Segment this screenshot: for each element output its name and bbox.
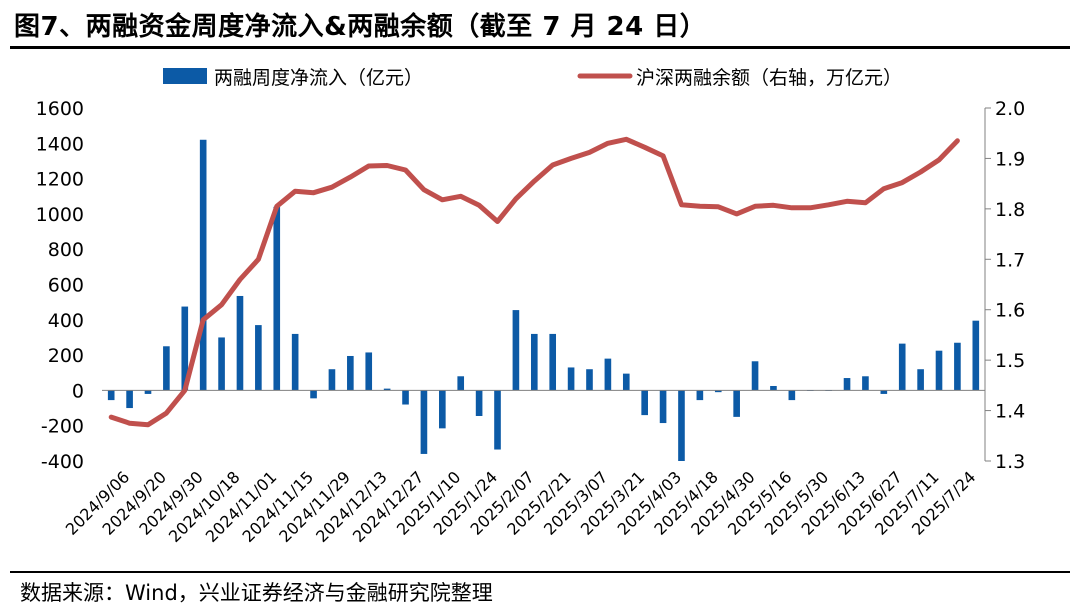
- bar-week-35: [733, 390, 740, 417]
- bar-week-42: [862, 376, 869, 391]
- left-tick-label: 200: [48, 345, 84, 367]
- bar-week-13: [328, 369, 336, 391]
- left-tick-label: -200: [41, 416, 84, 438]
- bar-week-31: [659, 390, 667, 424]
- right-tick-label: 1.6: [995, 300, 1025, 322]
- bar-week-5: [181, 306, 189, 391]
- right-tick-label: 1.7: [995, 249, 1025, 271]
- legend: 两融周度净流入（亿元） 沪深两融余额（右轴，万亿元）: [163, 67, 902, 89]
- bar-week-1: [107, 390, 115, 401]
- left-tick-label: 800: [48, 239, 84, 261]
- left-axis-ticks: -400 -200 0 200 400 600 800 1000 1200 1400 1600: [36, 98, 84, 473]
- bar-week-7: [218, 337, 225, 391]
- left-tick-label: 0: [72, 380, 84, 402]
- bar-week-21: [475, 390, 483, 416]
- bar-week-23: [512, 310, 520, 391]
- left-tick-label: 1000: [36, 204, 84, 226]
- legend-bar-swatch: [163, 68, 207, 84]
- right-tick-label: 1.8: [995, 199, 1025, 221]
- source-note: 数据来源：Wind，兴业证券经济与金融研究院整理: [20, 581, 493, 605]
- right-tick-label: 2.0: [995, 98, 1025, 120]
- x-axis-labels: 2024/9/062024/9/202024/9/302024/10/18202…: [62, 467, 980, 546]
- bar-week-17: [402, 390, 409, 405]
- bar-week-28: [604, 358, 612, 391]
- bar-week-24: [530, 333, 538, 391]
- bar-week-37: [770, 385, 777, 391]
- bar-week-45: [917, 369, 924, 391]
- bar-week-44: [898, 343, 906, 391]
- left-tick-label: 1600: [36, 98, 84, 120]
- bar-week-2: [126, 390, 133, 409]
- bar-week-8: [236, 295, 244, 391]
- bar-week-26: [567, 367, 575, 391]
- bar-week-12: [310, 390, 317, 399]
- bar-week-6: [199, 139, 207, 391]
- bar-week-43: [880, 390, 888, 394]
- bar-week-47: [954, 342, 961, 391]
- bar-week-16: [383, 388, 391, 391]
- bar-week-18: [420, 390, 428, 454]
- bar-week-36: [751, 361, 759, 391]
- bar-week-32: [678, 390, 685, 461]
- balance-line: [108, 136, 960, 428]
- right-tick-label: 1.9: [995, 148, 1025, 170]
- bottom-rule: [10, 571, 1070, 573]
- bar-week-25: [549, 333, 557, 391]
- bar-week-9: [255, 325, 262, 391]
- figure-title: 图7、两融资金周度净流入&两融余额（截至 7 月 24 日）: [14, 12, 707, 42]
- bar-week-15: [365, 352, 373, 391]
- bar-week-30: [641, 390, 648, 416]
- bar-week-14: [347, 355, 354, 391]
- bar-week-29: [622, 373, 630, 391]
- chart-svg: 两融周度净流入（亿元） 沪深两融余额（右轴，万亿元） -400 -200 0 200 4…: [36, 67, 1026, 546]
- bar-week-34: [714, 390, 722, 393]
- right-tick-label: 1.4: [995, 401, 1025, 423]
- bar-week-46: [935, 350, 943, 391]
- bar-series: [107, 139, 980, 461]
- bar-week-41: [843, 378, 851, 391]
- bar-week-27: [586, 369, 593, 391]
- bar-week-11: [291, 333, 299, 391]
- right-tick-label: 1.3: [995, 451, 1025, 473]
- right-tick-label: 1.5: [995, 350, 1025, 372]
- bar-week-33: [696, 390, 704, 401]
- legend-line-label: 沪深两融余额（右轴，万亿元）: [636, 67, 902, 89]
- bar-week-10: [273, 206, 281, 391]
- right-axis-ticks: 1.3 1.4 1.5 1.6 1.7 1.8 1.9 2.0: [985, 98, 1025, 473]
- bar-week-22: [494, 390, 501, 450]
- bar-week-20: [457, 376, 465, 391]
- top-rule: [10, 46, 1070, 49]
- left-tick-label: 600: [48, 275, 84, 297]
- left-tick-label: 400: [48, 310, 84, 332]
- bar-week-19: [439, 390, 446, 429]
- legend-bar-label: 两融周度净流入（亿元）: [214, 67, 423, 89]
- bar-week-38: [788, 390, 796, 401]
- left-tick-label: 1400: [36, 133, 84, 155]
- bar-week-3: [144, 390, 152, 394]
- left-tick-label: -400: [41, 451, 84, 473]
- bar-week-4: [163, 346, 170, 391]
- bar-week-48: [972, 320, 980, 391]
- left-tick-label: 1200: [36, 169, 84, 191]
